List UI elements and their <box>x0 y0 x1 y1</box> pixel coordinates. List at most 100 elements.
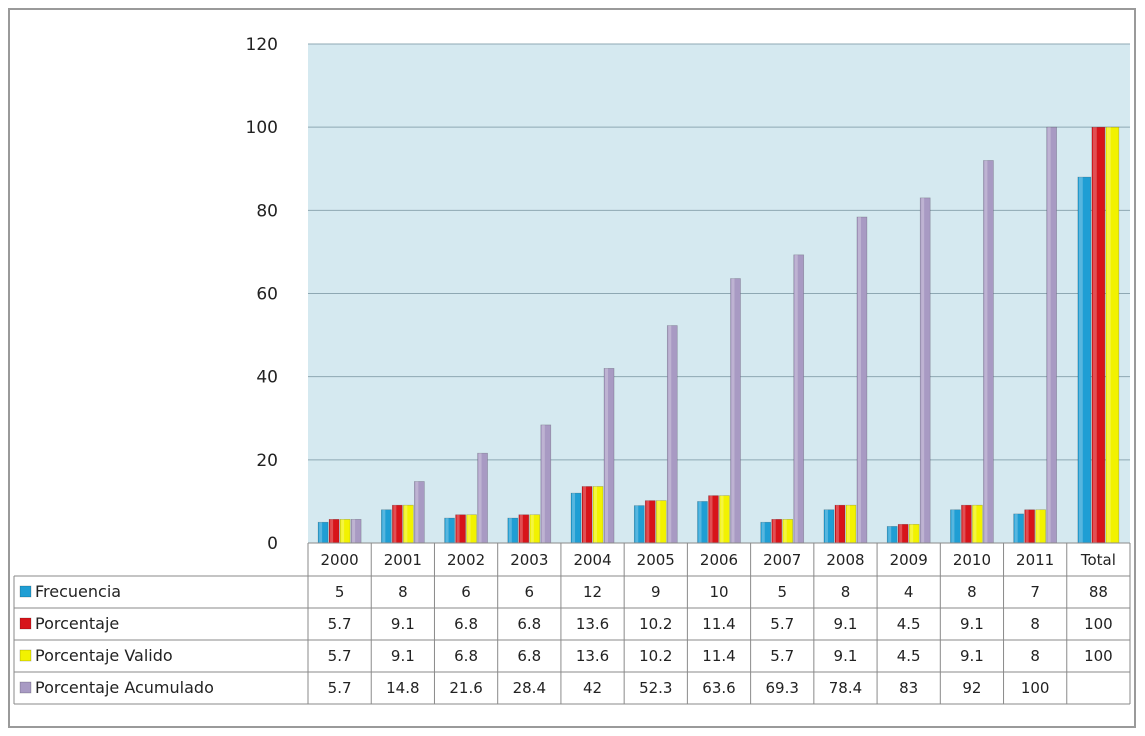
bar-highlight <box>835 505 839 543</box>
bar-highlight <box>1078 177 1083 544</box>
y-tick-label: 20 <box>256 451 278 471</box>
bar-highlight <box>508 518 512 543</box>
data-label: 83 <box>899 679 918 697</box>
data-label: 11.4 <box>702 615 735 633</box>
bar-highlight <box>846 505 850 543</box>
legend-key <box>19 649 32 662</box>
bar-highlight <box>319 522 323 543</box>
bar-highlight <box>478 453 482 543</box>
bar-highlight <box>1036 509 1040 543</box>
data-label: 100 <box>1084 647 1113 665</box>
data-label: 8 <box>398 583 408 601</box>
bar-highlight <box>1047 127 1051 544</box>
legend-label: Porcentaje Acumulado <box>35 678 214 697</box>
data-label: 14.8 <box>386 679 419 697</box>
bar-highlight <box>824 509 828 543</box>
data-label: 6.8 <box>517 647 541 665</box>
data-label: 4 <box>904 583 914 601</box>
data-label: 5 <box>335 583 345 601</box>
bar-highlight <box>541 424 545 543</box>
data-label: 10 <box>709 583 728 601</box>
bar-highlight <box>962 505 966 543</box>
bar-highlight <box>519 514 523 543</box>
data-table: 2000 2001 2002 2003 2004 2005 2006 2007 2008 2009… <box>13 542 1131 705</box>
bar-highlight <box>921 197 925 543</box>
data-label: 52.3 <box>639 679 672 697</box>
data-label: 6.8 <box>517 615 541 633</box>
legend-label: Porcentaje <box>35 614 119 633</box>
bar-highlight <box>888 526 892 543</box>
data-label: 7 <box>1030 583 1040 601</box>
data-label: 100 <box>1084 615 1113 633</box>
bar-highlight <box>709 495 713 543</box>
bar-highlight <box>341 519 345 543</box>
data-label: 6.8 <box>454 647 478 665</box>
data-label: 69.3 <box>766 679 799 697</box>
data-label: 5.7 <box>328 647 352 665</box>
bar-highlight <box>910 524 914 543</box>
bar-highlight <box>899 524 903 543</box>
data-label: 21.6 <box>449 679 482 697</box>
x-tick-label: 2007 <box>763 551 801 569</box>
data-label: 5.7 <box>770 615 794 633</box>
data-label: 9.1 <box>834 647 858 665</box>
bar-highlight <box>984 160 988 543</box>
data-label: 5 <box>777 583 787 601</box>
data-label: 9.1 <box>960 647 984 665</box>
bar-highlight <box>594 486 598 543</box>
bar-highlight <box>530 514 534 543</box>
data-label: 8 <box>841 583 851 601</box>
bar-highlight <box>404 505 408 543</box>
bar-highlight <box>951 509 955 543</box>
bar-highlight <box>783 519 787 543</box>
data-label: 13.6 <box>576 615 609 633</box>
data-label: 9.1 <box>834 615 858 633</box>
x-tick-label: 2008 <box>826 551 864 569</box>
data-label: 42 <box>583 679 602 697</box>
bar-highlight <box>605 368 609 543</box>
bar-highlight <box>973 505 977 543</box>
legend-key <box>19 681 32 694</box>
data-label: 9.1 <box>960 615 984 633</box>
bar-highlight <box>731 278 735 543</box>
y-tick-label: 80 <box>256 201 278 221</box>
bar-highlight <box>1106 127 1111 544</box>
bar-highlight <box>857 216 861 543</box>
bar-highlight <box>657 500 661 543</box>
bar-highlight <box>698 501 702 543</box>
plot-area: 0 20 40 60 80 100 120 <box>246 35 1130 554</box>
data-label: 6.8 <box>454 615 478 633</box>
data-label: 5.7 <box>770 647 794 665</box>
bar-highlight <box>445 518 449 543</box>
x-tick-label: 2011 <box>1016 551 1054 569</box>
data-label: 11.4 <box>702 647 735 665</box>
x-tick-label: 2004 <box>573 551 611 569</box>
data-label: 78.4 <box>829 679 862 697</box>
bar-highlight <box>635 505 639 543</box>
bar-highlight <box>352 519 356 543</box>
data-label: 6 <box>461 583 471 601</box>
bar-highlight <box>761 522 765 543</box>
data-label: 10.2 <box>639 615 672 633</box>
x-tick-label: 2003 <box>510 551 548 569</box>
x-tick-label: 2002 <box>447 551 485 569</box>
legend-label: Frecuencia <box>35 582 121 601</box>
data-label: 5.7 <box>328 615 352 633</box>
data-label: 9 <box>651 583 661 601</box>
x-tick-label: 2001 <box>384 551 422 569</box>
data-label: 28.4 <box>513 679 546 697</box>
x-tick-label: 2010 <box>953 551 991 569</box>
data-label: 100 <box>1021 679 1050 697</box>
data-label: 4.5 <box>897 615 921 633</box>
bar-highlight <box>1092 127 1097 544</box>
bar-highlight <box>720 495 724 543</box>
data-label: 9.1 <box>391 647 415 665</box>
data-label: 88 <box>1089 583 1108 601</box>
data-label: 92 <box>962 679 981 697</box>
bar-highlight <box>393 505 397 543</box>
bar-highlight <box>794 254 798 543</box>
data-label: 8 <box>1030 647 1040 665</box>
x-tick-label: 2006 <box>700 551 738 569</box>
bar-highlight <box>1014 513 1018 543</box>
